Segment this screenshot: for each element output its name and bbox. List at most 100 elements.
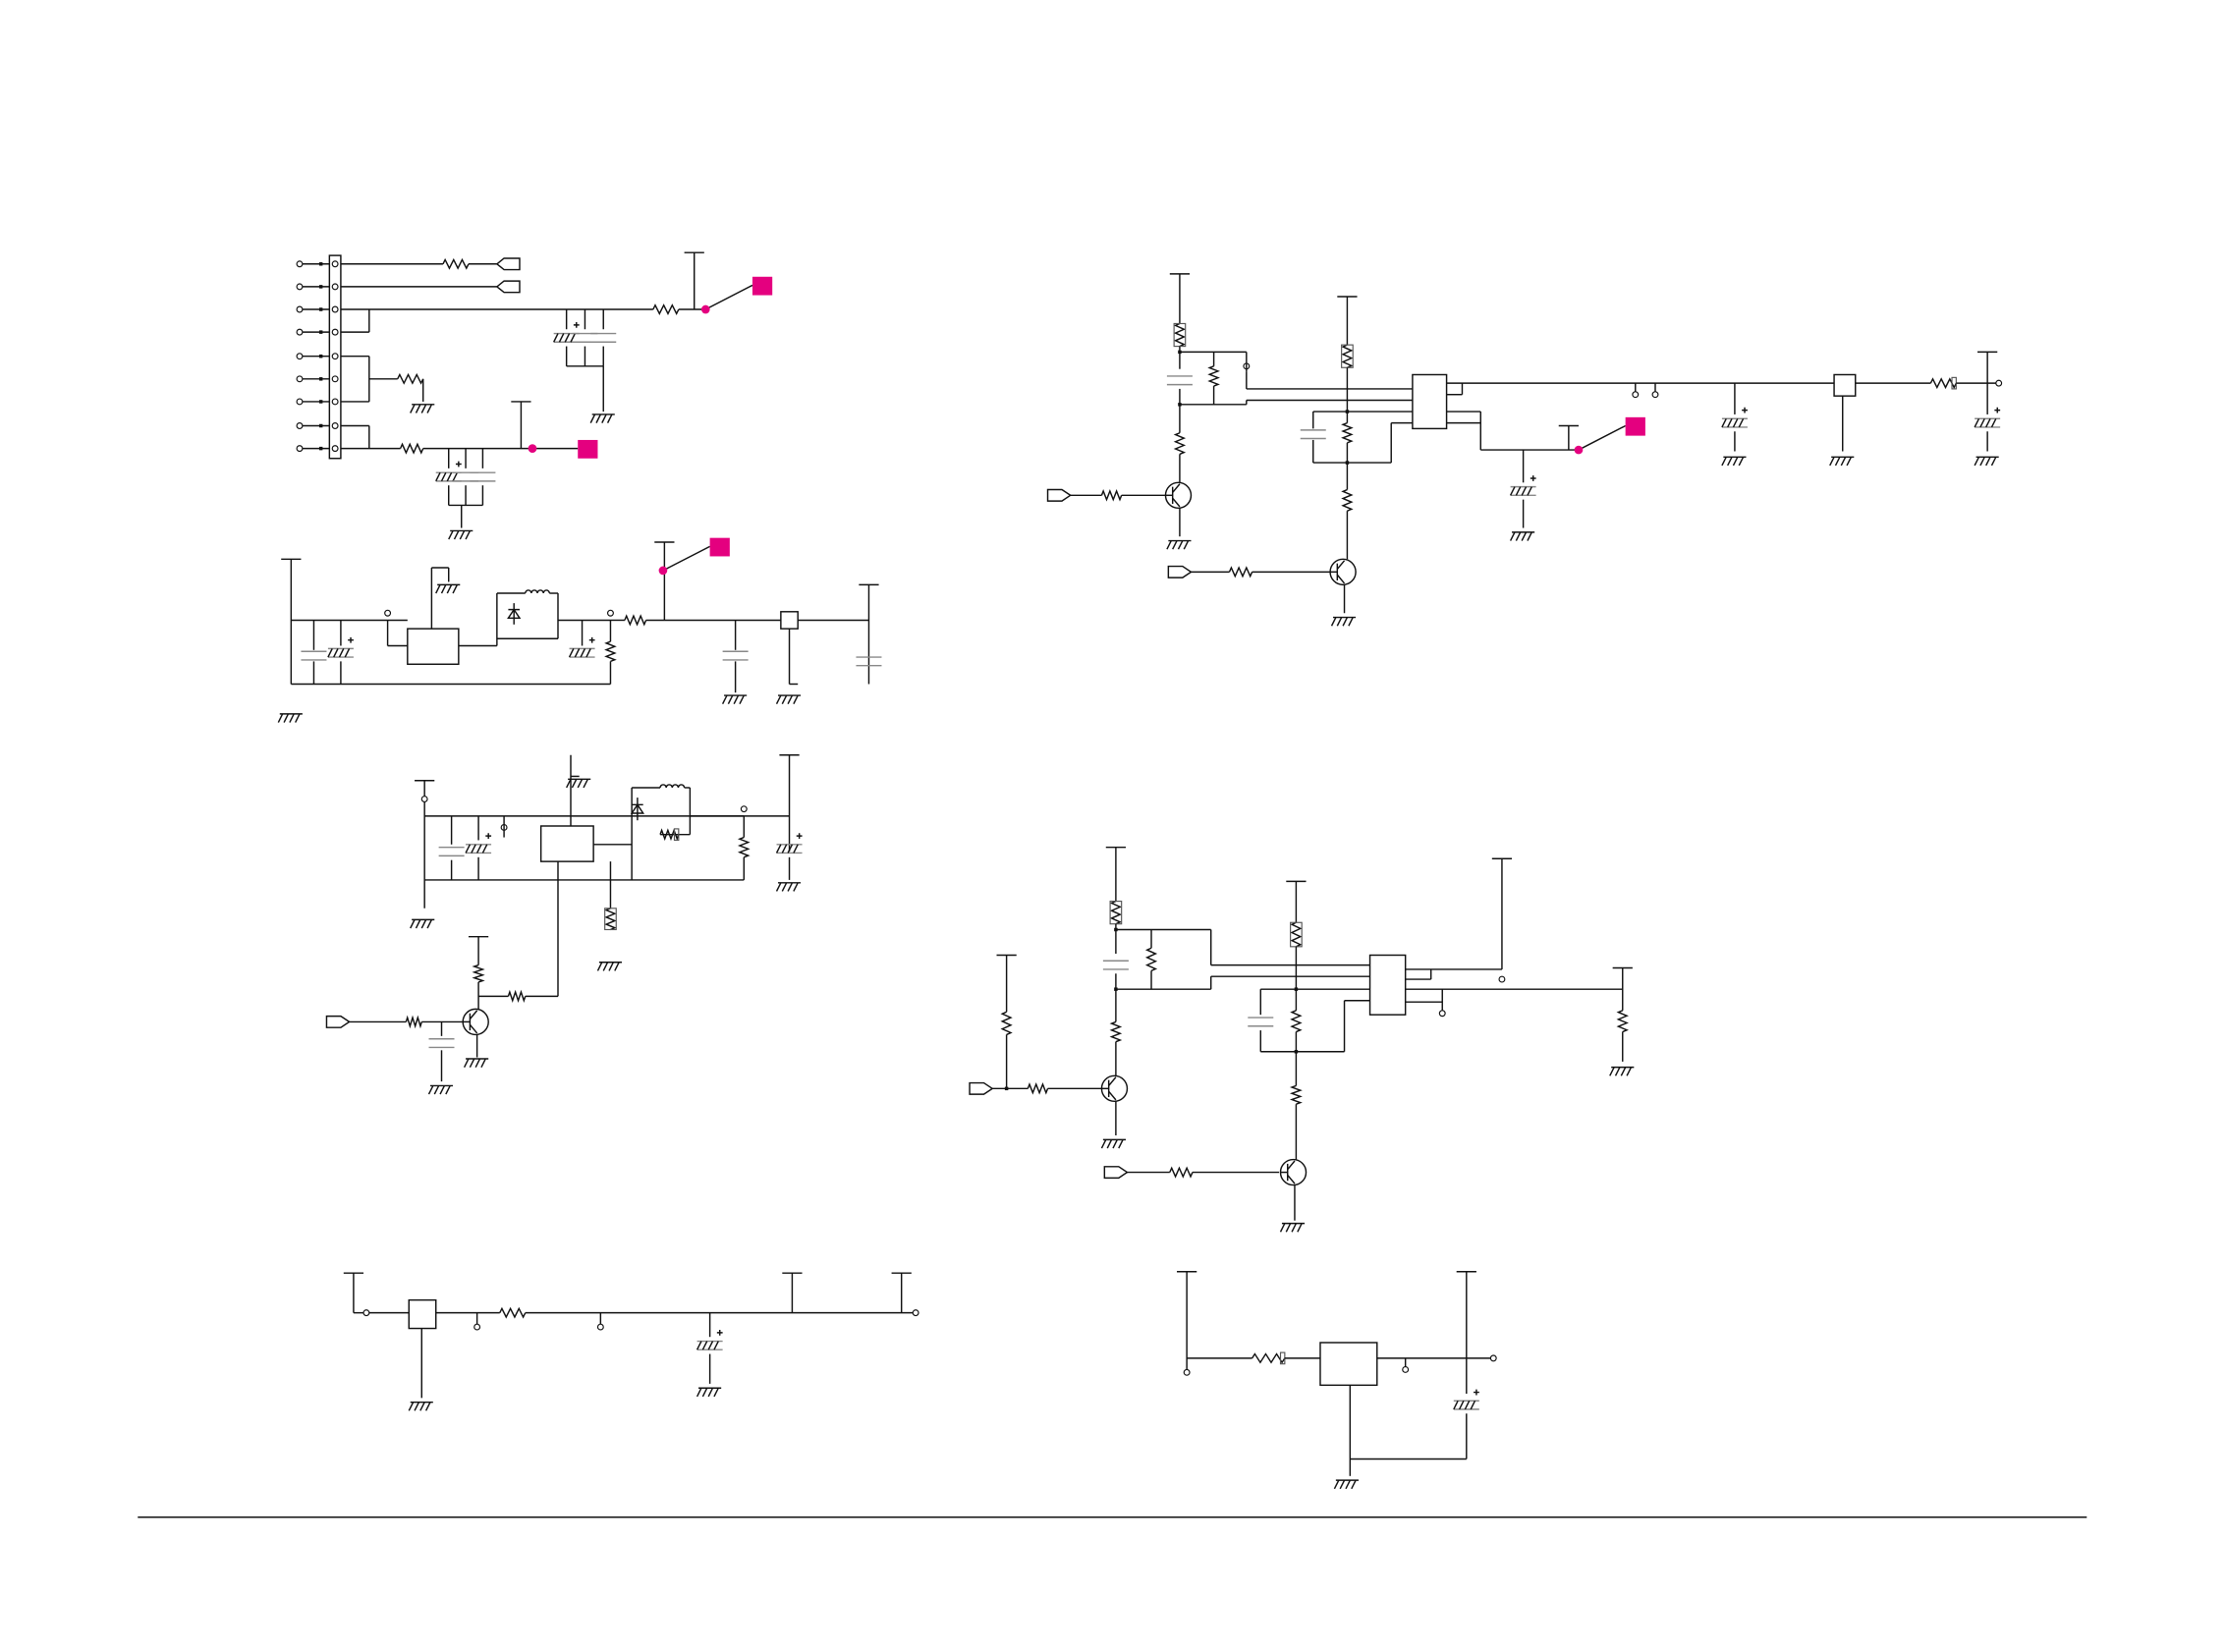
- terminal-circle: [331, 398, 339, 406]
- wire: [1453, 1400, 1459, 1410]
- wire: [344, 648, 351, 658]
- resistor-symbol: [507, 989, 527, 1004]
- terminal-circle: [296, 422, 304, 429]
- wire: [1527, 486, 1532, 496]
- resistor-symbol: [1000, 1011, 1013, 1036]
- terminal-circle: [296, 353, 304, 360]
- wire: [1100, 1139, 1107, 1149]
- wire: [1840, 456, 1847, 467]
- junction-dot: [1004, 1086, 1009, 1091]
- resistor-symbol: [1341, 344, 1354, 368]
- signal-port: [1046, 488, 1072, 502]
- wire: [1732, 417, 1739, 428]
- wire: [580, 648, 586, 658]
- wire: [1521, 531, 1528, 541]
- wire: [1172, 540, 1178, 550]
- wire: [595, 413, 601, 423]
- wire: [574, 648, 581, 658]
- wire: [566, 778, 572, 789]
- wire: [577, 778, 584, 789]
- wire: [570, 333, 576, 343]
- terminal-circle: [1632, 391, 1640, 399]
- terminal-circle: [296, 398, 304, 406]
- resistor-symbol: [673, 828, 680, 842]
- capacitor-polarity-symbol: [1530, 475, 1536, 481]
- wire: [408, 1402, 415, 1411]
- marker-dot: [528, 444, 537, 453]
- diode-symbol: [507, 608, 522, 620]
- terminal-circle: [473, 1323, 481, 1331]
- capacitor-polarity-symbol: [1994, 407, 2001, 413]
- ic-package: [539, 825, 594, 862]
- wire: [480, 1058, 486, 1068]
- terminal-circle: [606, 609, 614, 617]
- wire: [787, 844, 794, 854]
- resistor-symbol: [659, 828, 680, 842]
- terminal-circle: [331, 422, 339, 429]
- ic-package: [407, 628, 460, 665]
- resistor-symbol: [399, 442, 424, 455]
- resistor-symbol: [1616, 1010, 1629, 1033]
- resistor-symbol: [1100, 488, 1123, 502]
- wire: [277, 713, 284, 723]
- signal-port: [969, 1081, 994, 1095]
- wire: [1738, 417, 1745, 428]
- terminal-circle: [912, 1309, 919, 1317]
- wire: [469, 1010, 478, 1019]
- inductor-symbol: [659, 784, 686, 789]
- wire: [1342, 617, 1349, 627]
- terminal-circle: [296, 305, 304, 313]
- wire: [463, 1058, 470, 1068]
- marker-dot: [700, 304, 710, 314]
- wire: [333, 648, 339, 658]
- resistor-symbol: [604, 640, 617, 663]
- wire: [713, 1387, 719, 1398]
- wire: [1336, 560, 1346, 570]
- wire: [419, 1402, 425, 1411]
- marker-square: [751, 276, 773, 296]
- resistor-symbol: [1173, 322, 1187, 348]
- regulator-package: [408, 1298, 437, 1330]
- wire: [327, 648, 333, 658]
- wire: [1721, 456, 1727, 467]
- junction-dot: [318, 354, 323, 358]
- wire: [1285, 1223, 1292, 1233]
- wire: [1721, 417, 1727, 428]
- wire: [1738, 456, 1745, 467]
- signal-port: [495, 280, 521, 294]
- capacitor-polarity-symbol: [1474, 1389, 1479, 1396]
- capacitor-polarity-symbol: [455, 461, 462, 468]
- signal-port: [325, 1015, 351, 1028]
- wire: [1330, 617, 1337, 627]
- wire: [446, 584, 453, 594]
- marker-square: [578, 439, 598, 459]
- wire: [1297, 1223, 1303, 1233]
- wire: [1727, 456, 1733, 467]
- terminal-circle: [296, 375, 304, 383]
- wire: [1108, 1090, 1117, 1101]
- capacitor-polarity-symbol: [485, 833, 492, 840]
- wire: [1527, 531, 1532, 541]
- wire: [424, 1402, 431, 1411]
- wire: [553, 333, 559, 343]
- wire: [453, 530, 460, 540]
- wire: [739, 694, 745, 705]
- resistor-symbol: [472, 964, 485, 983]
- wire: [283, 713, 290, 723]
- resistor-symbol: [1341, 488, 1354, 512]
- wire: [448, 530, 454, 540]
- wire: [696, 1341, 702, 1350]
- terminal-circle: [331, 283, 339, 291]
- terminal-circle: [384, 609, 392, 617]
- wire: [793, 844, 799, 854]
- wire: [596, 962, 603, 971]
- resistor-symbol: [1228, 566, 1253, 578]
- wire: [1106, 1139, 1113, 1149]
- signal-port: [1103, 1166, 1129, 1180]
- signal-port: [1167, 565, 1193, 578]
- junction-dot: [318, 400, 323, 404]
- marker-leader: [704, 284, 753, 310]
- terminal-circle: [596, 1323, 604, 1331]
- wire: [1112, 1139, 1118, 1149]
- wire: [410, 404, 416, 413]
